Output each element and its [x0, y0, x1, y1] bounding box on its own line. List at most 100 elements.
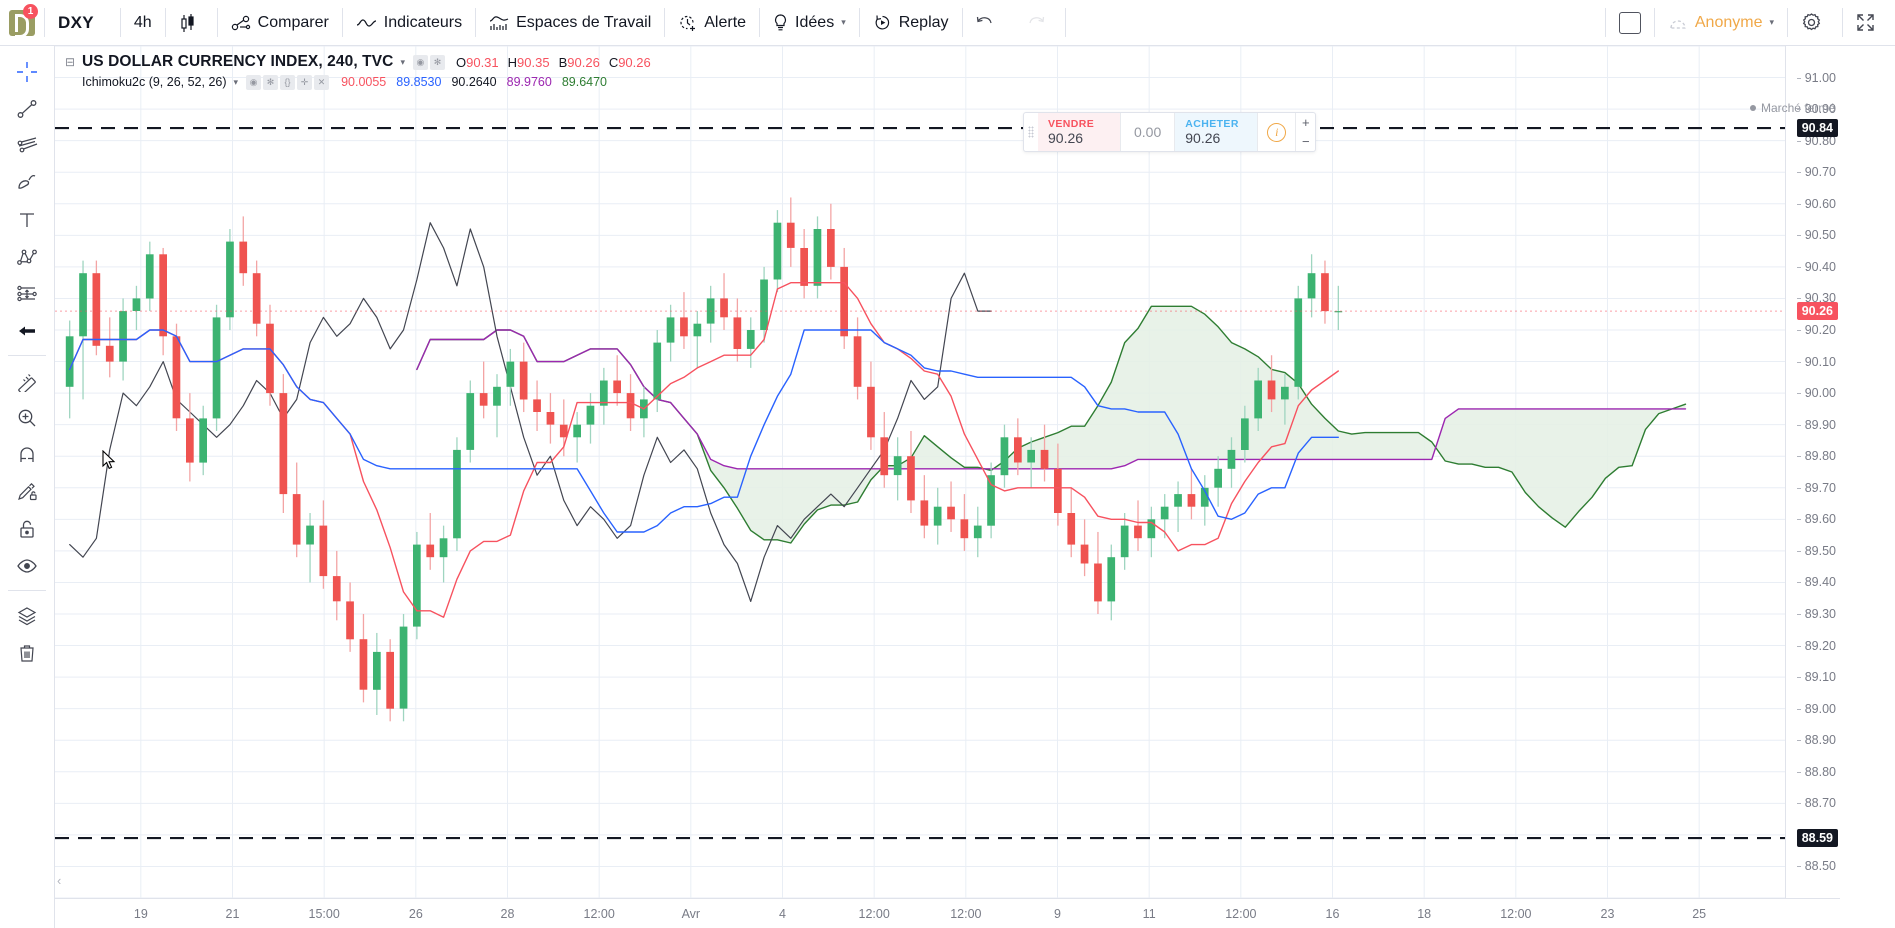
alert-button[interactable]: Alerte — [665, 0, 759, 45]
buy-label: ACHETER — [1185, 118, 1239, 130]
status-dot-icon — [1749, 105, 1756, 111]
time-tick: 4 — [779, 907, 786, 921]
info-button[interactable]: i — [1257, 113, 1295, 151]
divider — [475, 8, 477, 37]
undo-button[interactable] — [963, 0, 1014, 45]
add-indicator-icon[interactable]: ✛ — [297, 74, 313, 90]
indicator-name[interactable]: Ichimoku2c (9, 26, 52, 26) — [82, 75, 227, 89]
chevron-down-icon[interactable]: ▾ — [233, 76, 239, 87]
time-tick: 15:00 — [308, 907, 340, 921]
price-tick: 89.00 — [1796, 701, 1836, 716]
divider — [216, 8, 218, 37]
indicators-button[interactable]: Indicateurs — [343, 0, 475, 45]
trade-panel[interactable]: VENDRE 90.26 0.00 ACHETER 90.26 i + − — [1023, 112, 1317, 152]
divider — [1604, 8, 1606, 37]
ideas-button[interactable]: Idées ▾ — [760, 0, 859, 45]
stay-in-drawing-mode-tool[interactable] — [0, 473, 54, 510]
ideas-label: Idées — [795, 13, 835, 31]
price-tick: 90.80 — [1796, 133, 1836, 148]
ohlc-b: B90.26 — [558, 54, 600, 70]
divider — [858, 8, 860, 37]
indicator-source-icon[interactable]: {} — [280, 74, 296, 90]
compare-button[interactable]: Comparer — [218, 0, 342, 45]
indicator-value-1: 89.8530 — [396, 75, 442, 89]
user-menu-button[interactable]: Anonyme ▾ — [1655, 0, 1787, 45]
indicator-value-0: 90.0055 — [341, 75, 387, 89]
fullscreen-button[interactable] — [1843, 0, 1895, 45]
brush-tool[interactable] — [0, 164, 54, 201]
divider — [1064, 8, 1066, 37]
hide-drawings-tool[interactable] — [0, 547, 54, 584]
info-icon: i — [1267, 122, 1287, 142]
price-tick: 88.50 — [1796, 859, 1836, 874]
symbol-search-button[interactable]: DXY — [58, 12, 94, 32]
crosshair-tool[interactable] — [0, 53, 54, 90]
zoom-tool[interactable] — [0, 399, 54, 436]
redo-button[interactable] — [1014, 0, 1065, 45]
price-tick: 90.20 — [1796, 323, 1836, 337]
time-tick: 16 — [1325, 907, 1340, 921]
remove-drawings-tool[interactable] — [0, 634, 54, 671]
price-tick: 90.40 — [1796, 259, 1836, 274]
workspaces-label: Espaces de Travail — [516, 13, 652, 31]
buy-button[interactable]: ACHETER 90.26 — [1175, 113, 1258, 151]
time-tick: 25 — [1692, 907, 1707, 921]
spread-value: 0.00 — [1120, 113, 1176, 151]
sell-price: 90.26 — [1048, 130, 1084, 146]
price-tick: 90.90 — [1796, 102, 1836, 117]
lock-drawings-tool[interactable] — [0, 510, 54, 547]
drag-handle[interactable] — [1024, 113, 1038, 151]
magnet-tool[interactable] — [0, 436, 54, 473]
alert-label: Alerte — [704, 13, 747, 31]
chart-plot-area[interactable]: ‹ — [55, 46, 1785, 898]
ohlc-c: C90.26 — [608, 54, 651, 70]
chevron-down-icon: ▾ — [841, 17, 846, 27]
hide-series-icon[interactable]: ◉ — [412, 54, 428, 70]
settings-button[interactable] — [1788, 0, 1842, 45]
replay-button[interactable]: Replay — [860, 0, 962, 45]
object-tree-tool[interactable] — [0, 597, 54, 634]
interval-button[interactable]: 4h — [133, 13, 152, 31]
mouse-cursor — [102, 449, 116, 475]
app-logo[interactable]: 1 — [0, 0, 44, 45]
forecast-tool[interactable] — [0, 275, 54, 312]
indicator-value-3: 89.9760 — [506, 75, 552, 89]
decrease-button[interactable]: − — [1301, 134, 1310, 149]
user-name: Anonyme — [1694, 13, 1763, 31]
lightbulb-icon — [773, 13, 788, 32]
collapse-icon[interactable]: ⊟ — [64, 55, 76, 69]
chart-title[interactable]: US DOLLAR CURRENCY INDEX, 240, TVC — [82, 53, 394, 70]
arrow-marker-tool[interactable] — [0, 312, 54, 349]
scroll-left-arrow[interactable]: ‹ — [57, 873, 62, 888]
price-axis[interactable]: 91.00 90.90 90.80 90.70 90.60 90.50 90.40 90.30… — [1785, 46, 1840, 898]
sell-button[interactable]: VENDRE 90.26 — [1038, 113, 1120, 151]
text-tool[interactable] — [0, 201, 54, 238]
workspaces-button[interactable]: Espaces de Travail — [476, 0, 664, 45]
price-label-horizontal-line: 90.84 — [1796, 119, 1838, 138]
time-tick: 12:00 — [858, 907, 890, 921]
time-tick: 9 — [1054, 907, 1061, 921]
price-tick: 88.80 — [1796, 764, 1836, 779]
time-axis[interactable]: 19 21 15:00 26 28 12:00 Avr 4 12:00 12:00 9 11 12:00… — [55, 898, 1840, 928]
price-tick: 89.30 — [1796, 607, 1836, 621]
remove-indicator-icon[interactable]: ✕ — [314, 74, 330, 90]
increase-button[interactable]: + — [1301, 115, 1310, 130]
measure-tool[interactable] — [0, 362, 54, 399]
notification-badge[interactable]: 1 — [23, 4, 38, 19]
trend-line-tool[interactable] — [0, 90, 54, 127]
price-tick: 89.60 — [1796, 512, 1836, 527]
chart-style-button[interactable] — [166, 0, 217, 45]
divider — [961, 8, 963, 37]
quantity-stepper[interactable]: + − — [1295, 113, 1315, 151]
price-label-horizontal-line: 88.59 — [1796, 829, 1838, 848]
indicator-settings-icon[interactable]: ✻ — [263, 74, 279, 90]
series-settings-icon[interactable]: ✻ — [429, 54, 445, 70]
pattern-tool[interactable] — [0, 238, 54, 275]
divider — [8, 355, 46, 356]
fib-retracement-tool[interactable] — [0, 127, 54, 164]
chevron-down-icon[interactable]: ▾ — [400, 56, 405, 67]
hide-indicator-icon[interactable]: ◉ — [246, 74, 262, 90]
time-tick: 23 — [1600, 907, 1615, 921]
layout-button[interactable] — [1606, 0, 1654, 45]
alert-clock-icon — [678, 13, 697, 32]
